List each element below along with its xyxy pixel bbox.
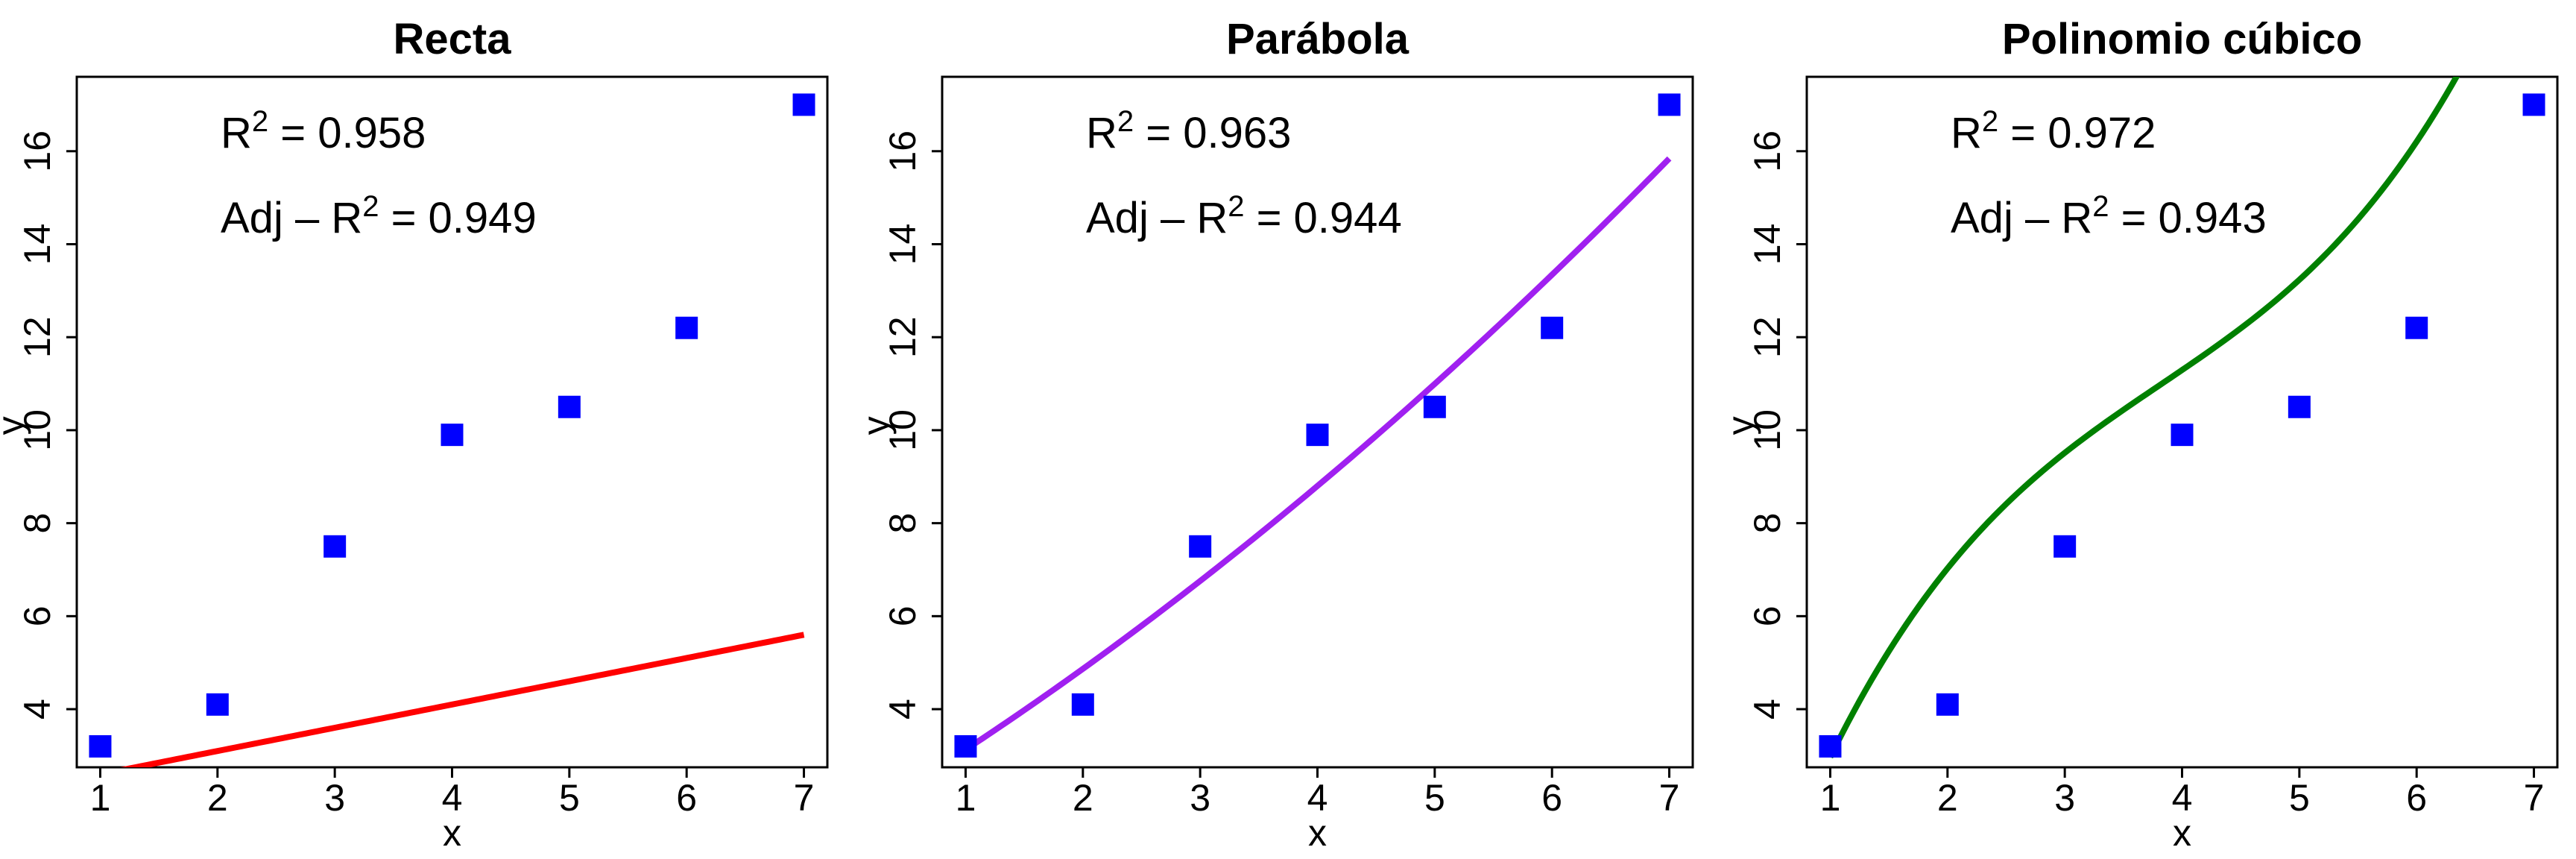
data-point [558,395,581,418]
data-point [89,734,112,758]
x-tick-label: 1 [1820,777,1841,819]
x-axis-label: x [1308,812,1327,854]
fit-curve [120,632,805,767]
data-point [792,93,815,116]
y-tick-label: 8 [16,513,58,534]
chart-title: Polinomio cúbico [2002,15,2362,63]
x-tick-label: 6 [676,777,697,819]
x-tick-label: 1 [956,777,976,819]
x-axis-label: x [443,812,461,854]
data-point [1071,693,1094,716]
y-tick-label: 4 [16,699,58,720]
fit-curve [964,156,1672,752]
adj-r2-annotation: Adj – R2 = 0.943 [1951,190,2267,242]
y-tick-label: 14 [882,224,924,265]
plot-frame [75,75,829,769]
y-tick-label: 14 [1746,224,1788,265]
fit-curve [1827,77,2460,759]
y-axis-label: y [1720,416,1761,435]
r2-annotation: R2 = 0.963 [1086,105,1291,157]
y-tick-label: 8 [1746,513,1788,534]
plot-frame [1805,75,2559,769]
data-point [2522,93,2545,116]
x-tick-label: 7 [1659,777,1680,819]
y-tick-label: 4 [882,699,924,720]
data-point [1423,395,1446,418]
x-tick-label: 2 [207,777,228,819]
data-point [1819,734,1842,758]
y-axis-label: y [855,416,897,435]
data-point [2171,424,2194,447]
y-tick-label: 12 [1746,316,1788,358]
data-point [2053,535,2077,558]
x-tick-label: 4 [1307,777,1328,819]
adj-r2-annotation: Adj – R2 = 0.944 [1086,190,1402,242]
data-point [1189,535,1212,558]
x-tick-label: 4 [2172,777,2193,819]
data-point [206,693,229,716]
x-tick-label: 6 [1541,777,1562,819]
data-point [1936,693,1959,716]
data-point [1306,424,1329,447]
y-tick-label: 10 [16,409,58,451]
data-point [323,535,347,558]
data-point [954,734,977,758]
y-tick-label: 10 [882,409,924,451]
x-axis-label: x [2173,812,2191,854]
y-tick-label: 6 [1746,605,1788,626]
data-point [441,424,464,447]
y-tick-label: 16 [882,130,924,172]
x-tick-label: 4 [442,777,463,819]
y-tick-label: 6 [882,605,924,626]
x-tick-label: 6 [2406,777,2427,819]
adj-r2-annotation: Adj – R2 = 0.949 [221,190,537,242]
x-tick-label: 5 [2289,777,2310,819]
y-tick-label: 10 [1746,409,1788,451]
y-tick-label: 6 [16,605,58,626]
data-point [675,316,698,339]
plot-frame [941,75,1694,769]
y-tick-label: 12 [882,316,924,358]
y-axis-label: y [0,416,31,435]
y-tick-label: 14 [16,224,58,265]
chart-title: Parábola [1226,15,1409,63]
chart-title: Recta [394,15,512,63]
x-tick-label: 3 [1190,777,1210,819]
x-tick-label: 7 [794,777,815,819]
data-point [2288,395,2311,418]
r2-annotation: R2 = 0.958 [221,105,426,157]
x-tick-label: 5 [1424,777,1445,819]
y-tick-label: 16 [16,130,58,172]
x-tick-label: 2 [1937,777,1958,819]
y-tick-label: 4 [1746,699,1788,720]
y-tick-label: 16 [1746,130,1788,172]
x-tick-label: 3 [324,777,345,819]
x-tick-label: 7 [2524,777,2545,819]
x-tick-label: 1 [90,777,111,819]
y-tick-label: 8 [882,513,924,534]
x-tick-label: 2 [1073,777,1093,819]
data-point [1658,93,1681,116]
x-tick-label: 3 [2054,777,2075,819]
x-tick-label: 5 [559,777,580,819]
data-point [2405,316,2428,339]
data-point [1541,316,1564,339]
y-tick-label: 12 [16,316,58,358]
r2-annotation: R2 = 0.972 [1951,105,2156,157]
